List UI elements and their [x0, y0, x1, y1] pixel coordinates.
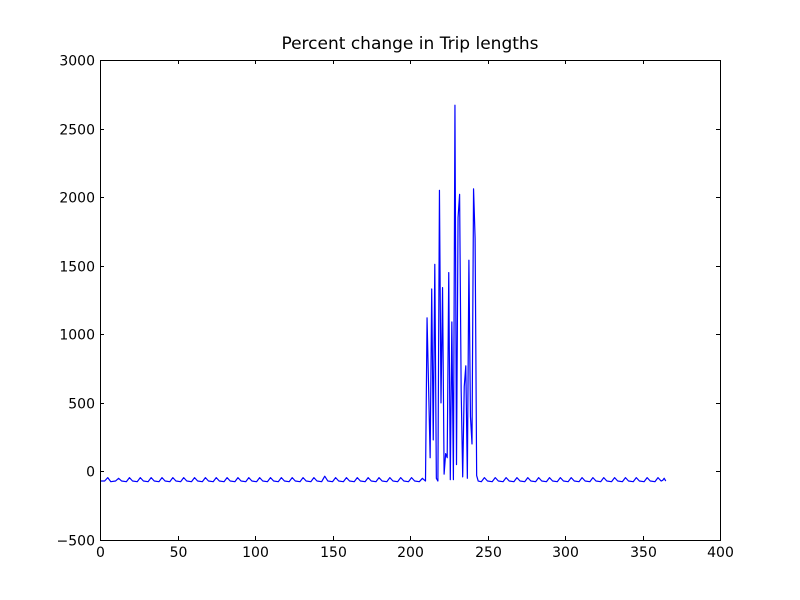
y-tick-label: 0	[86, 465, 95, 481]
x-tick-label: 350	[630, 545, 657, 561]
x-tick-label: 150	[320, 545, 347, 561]
x-tick-label: 100	[242, 545, 269, 561]
x-tick-label: 250	[475, 545, 502, 561]
y-tick-label: 1500	[59, 260, 95, 276]
y-tick-label: 2000	[59, 191, 95, 207]
series-layer	[100, 104, 667, 483]
y-tick-label: 3000	[59, 54, 95, 70]
y-tick-label: −500	[57, 534, 95, 550]
x-tick-label: 0	[96, 545, 105, 561]
plot-frame	[100, 60, 721, 541]
x-tick-label: 300	[552, 545, 579, 561]
y-tick-label: 1000	[59, 328, 95, 344]
chart-title: Percent change in Trip lengths	[281, 34, 538, 54]
x-tick-label: 400	[707, 545, 734, 561]
ticks-layer: 0 50 100 150 200 250 300 350 400−500050010001500…	[57, 54, 734, 562]
y-tick-label: 500	[68, 397, 95, 413]
x-tick-label: 50	[170, 545, 188, 561]
x-tick-label: 200	[397, 545, 424, 561]
series-line-0	[100, 104, 667, 483]
y-tick-label: 2500	[59, 123, 95, 139]
